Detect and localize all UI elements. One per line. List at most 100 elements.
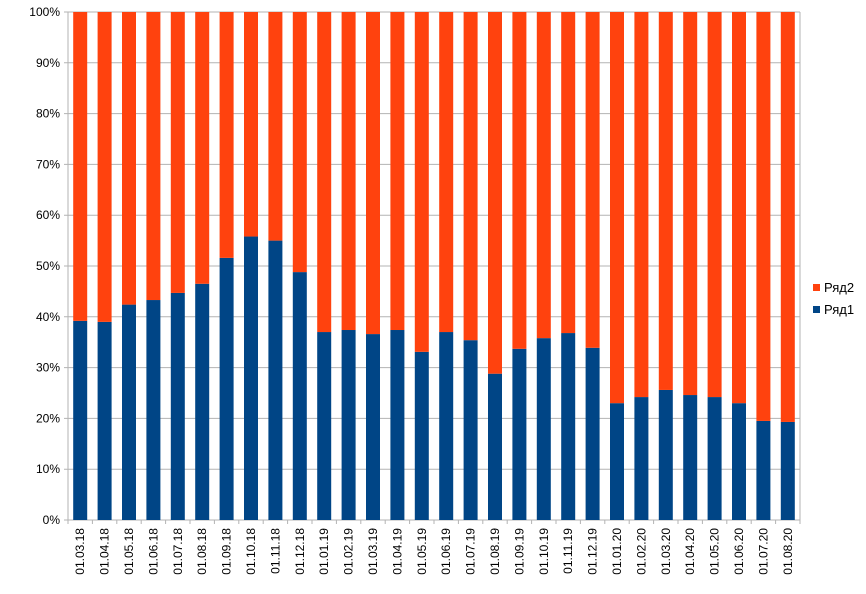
y-tick-label: 0% [43, 513, 61, 527]
y-axis-tick-labels: 0% 10% 20% 30% 40% 50% 60% 70% 80% 90% 100% [29, 5, 60, 527]
x-tick-label: 01.02.19 [342, 528, 356, 575]
x-tick-label: 01.01.20 [610, 528, 624, 575]
x-tick-label: 01.08.18 [195, 528, 209, 575]
bar-segment-series-2 [756, 12, 771, 421]
bar-segment-series-2 [244, 12, 258, 237]
y-tick-label: 100% [29, 5, 60, 19]
bar-segment-series-2 [366, 12, 380, 335]
bar-segment-series-2 [390, 12, 405, 331]
bar-segment-series-1 [414, 351, 429, 520]
bar-segment-series-2 [170, 12, 185, 293]
bar-segment-series-2 [780, 12, 795, 422]
bar-segment-series-1 [780, 421, 795, 520]
legend: Ряд2 Ряд1 [813, 276, 865, 320]
x-tick-label: 01.05.20 [708, 528, 722, 575]
bar-segment-series-1 [610, 403, 624, 520]
bar-segment-series-2 [219, 12, 234, 258]
legend-label-series-1: Ряд1 [824, 301, 855, 317]
bar-segment-series-1 [512, 348, 527, 520]
y-tick-label: 50% [36, 259, 60, 273]
bar-segment-series-1 [463, 340, 478, 520]
legend-item-series-1: Ряд1 [813, 298, 865, 320]
bars [73, 12, 795, 520]
x-axis-tick-labels: 01.03.18 01.04.18 01.05.18 01.06.18 01.07.18… [73, 528, 795, 575]
x-tick-label: 01.06.19 [439, 528, 453, 575]
x-tick-label: 01.05.19 [415, 528, 429, 575]
bar-segment-series-2 [317, 12, 332, 333]
bar-segment-series-2 [536, 12, 551, 339]
x-tick-label: 01.04.18 [98, 528, 112, 575]
y-tick-label: 80% [36, 107, 60, 121]
bar-segment-series-1 [683, 395, 698, 520]
bar-segment-series-1 [146, 300, 161, 520]
bar-segment-series-2 [707, 12, 722, 398]
bar-segment-series-2 [146, 12, 161, 301]
bar-segment-series-1 [561, 333, 576, 520]
bar-segment-series-1 [585, 347, 600, 520]
bar-segment-series-1 [536, 338, 551, 520]
x-tick-label: 01.11.18 [268, 528, 282, 574]
bar-segment-series-1 [317, 332, 332, 520]
y-tick-label: 90% [36, 56, 60, 70]
x-tick-label: 01.12.18 [293, 528, 307, 575]
x-tick-label: 01.03.20 [659, 528, 673, 575]
x-tick-label: 01.12.19 [586, 528, 600, 575]
bar-segment-series-1 [97, 321, 112, 520]
x-tick-label: 01.07.18 [171, 528, 185, 575]
legend-swatch-series-2 [813, 283, 820, 291]
x-tick-label: 01.11.19 [561, 528, 575, 574]
bar-segment-series-1 [170, 292, 185, 520]
legend-label-series-2: Ряд2 [824, 279, 855, 295]
bar-segment-series-2 [658, 12, 673, 390]
y-tick-label: 10% [36, 462, 60, 476]
y-tick-label: 20% [36, 411, 60, 425]
bar-segment-series-2 [122, 12, 136, 305]
bar-segment-series-2 [512, 12, 527, 349]
bar-segment-series-2 [292, 12, 307, 273]
x-tick-label: 01.01.19 [317, 528, 331, 575]
x-tick-label: 01.05.18 [122, 528, 136, 575]
bar-segment-series-2 [634, 12, 649, 398]
bar-segment-series-2 [488, 12, 502, 374]
x-tick-label: 01.10.19 [537, 528, 551, 575]
bar-segment-series-2 [732, 12, 746, 404]
x-tick-label: 01.09.18 [220, 528, 234, 575]
bar-segment-series-2 [195, 12, 210, 284]
x-tick-label: 01.09.19 [512, 528, 526, 575]
bar-segment-series-1 [244, 236, 258, 520]
x-tick-label: 01.03.19 [366, 528, 380, 575]
bar-segment-series-2 [268, 12, 283, 241]
legend-item-series-2: Ряд2 [813, 276, 865, 298]
x-tick-label: 01.04.19 [390, 528, 404, 575]
x-tick-label: 01.08.19 [488, 528, 502, 575]
y-tick-label: 30% [36, 361, 60, 375]
bar-segment-series-2 [97, 12, 112, 322]
bar-segment-series-1 [439, 332, 454, 520]
bar-segment-series-2 [561, 12, 576, 334]
bar-segment-series-1 [292, 272, 307, 520]
bar-segment-series-2 [683, 12, 698, 396]
bar-segment-series-1 [122, 304, 136, 520]
bar-segment-series-2 [73, 12, 88, 321]
x-tick-label: 01.02.20 [634, 528, 648, 575]
y-tick-label: 70% [36, 157, 60, 171]
bar-segment-series-1 [341, 330, 356, 520]
bar-segment-series-2 [463, 12, 478, 341]
bar-segment-series-1 [268, 240, 283, 520]
x-tick-label: 01.04.20 [683, 528, 697, 575]
x-tick-label: 01.06.18 [146, 528, 160, 575]
y-tick-label: 40% [36, 310, 60, 324]
x-tick-label: 01.07.19 [464, 528, 478, 575]
x-tick-label: 01.03.18 [73, 528, 87, 575]
bar-segment-series-2 [610, 12, 624, 404]
bar-segment-series-1 [634, 397, 649, 520]
bar-segment-series-1 [756, 420, 771, 520]
bar-segment-series-1 [488, 373, 502, 520]
x-tick-label: 01.07.20 [756, 528, 770, 575]
bar-segment-series-2 [341, 12, 356, 331]
bar-segment-series-2 [439, 12, 454, 333]
bar-segment-series-1 [732, 403, 746, 520]
bar-segment-series-1 [390, 330, 405, 520]
bar-segment-series-1 [366, 334, 380, 520]
